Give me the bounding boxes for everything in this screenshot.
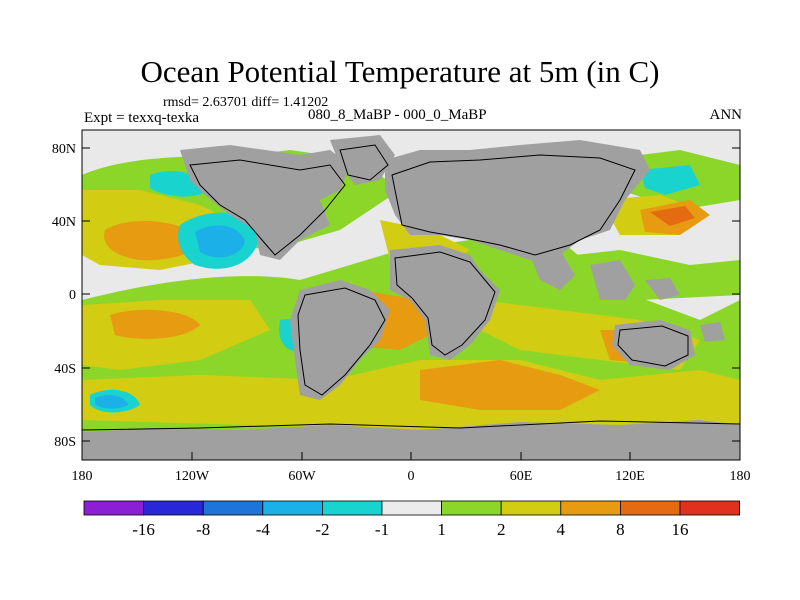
lon-label-120E: 120E xyxy=(615,469,645,484)
lat-label-80N: 80N xyxy=(52,142,76,157)
colorbar-label: 16 xyxy=(672,520,689,539)
colorbar-label: -16 xyxy=(132,520,155,539)
lon-axis xyxy=(81,452,741,460)
season-label: ANN xyxy=(709,107,743,123)
lon-label-120W: 120W xyxy=(175,469,210,484)
colorbar-swatch xyxy=(202,500,264,516)
colorbar-swatch xyxy=(321,500,383,516)
plot-title: Ocean Potential Temperature at 5m (in C) xyxy=(140,54,660,89)
colorbar-swatch xyxy=(262,500,323,516)
colorbar-swatch xyxy=(381,500,442,516)
lat-label-40S: 40S xyxy=(54,362,76,377)
colorbar-label: -8 xyxy=(196,520,210,539)
colorbar-swatch xyxy=(560,500,621,516)
colorbar-label: 4 xyxy=(557,520,566,539)
land-mask xyxy=(82,135,740,460)
lon-label-180e: 180 xyxy=(730,469,751,484)
comparison-label: 080_8_MaBP - 000_0_MaBP xyxy=(308,107,487,123)
lon-label-60E: 60E xyxy=(510,469,533,484)
colorbar-swatch xyxy=(500,500,562,516)
lat-axis xyxy=(82,147,740,442)
lat-label-80S: 80S xyxy=(54,435,76,450)
colorbar-swatch xyxy=(679,500,740,516)
lon-label-0: 0 xyxy=(408,469,415,484)
colorbar-label: 1 xyxy=(437,520,446,539)
colorbar-label: -1 xyxy=(375,520,389,539)
lon-label-180w: 180 xyxy=(72,469,93,484)
colorbar-label: -4 xyxy=(256,520,271,539)
stats-text: rmsd= 2.63701 diff= 1.41202 xyxy=(163,95,329,110)
map-field xyxy=(82,130,740,460)
coastlines xyxy=(82,144,740,431)
colorbar-swatch xyxy=(620,500,681,516)
colorbar-labels: -16 -8 -4 -2 -1 1 2 4 8 16 xyxy=(132,520,688,539)
lat-label-0: 0 xyxy=(69,288,76,303)
colorbar-label: 2 xyxy=(497,520,506,539)
colorbar-swatch xyxy=(143,500,204,516)
colorbar-label: 8 xyxy=(616,520,625,539)
experiment-label: Expt = texxq-texka xyxy=(84,110,200,126)
lon-label-60W: 60W xyxy=(288,469,316,484)
colorbar-label: -2 xyxy=(315,520,329,539)
colorbar-swatch xyxy=(441,500,502,516)
colorbar-swatch xyxy=(83,500,144,516)
lat-label-40N: 40N xyxy=(52,215,76,230)
colorbar xyxy=(83,500,740,516)
